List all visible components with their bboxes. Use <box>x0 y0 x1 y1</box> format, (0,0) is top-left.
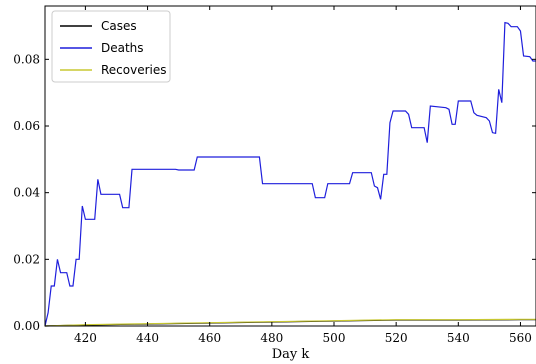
x-tick-label: 520 <box>385 331 408 345</box>
series-line-deaths <box>44 21 536 327</box>
series-line-cases <box>44 319 536 327</box>
series-line-recoveries <box>44 318 536 327</box>
series-layer <box>44 21 536 327</box>
y-tick-label: 0.04 <box>13 186 40 200</box>
x-tick-label: 440 <box>136 331 159 345</box>
y-tick-label: 0.08 <box>13 52 40 66</box>
ticks-layer: 420 440 460 480 500 520 540 560 0.00 0.02 0.04 0.06… <box>13 6 536 345</box>
legend-label-cases: Cases <box>101 19 137 33</box>
y-tick-label: 0.02 <box>13 252 40 266</box>
x-tick-label: 420 <box>74 331 97 345</box>
legend-label-deaths: Deaths <box>101 41 144 55</box>
x-tick-label: 540 <box>447 331 470 345</box>
legend-label-recoveries: Recoveries <box>101 63 167 77</box>
y-tick-label: 0.00 <box>13 319 40 333</box>
plot-frame <box>44 5 536 327</box>
legend: Cases Deaths Recoveries <box>51 10 171 83</box>
x-tick-label: 560 <box>509 331 532 345</box>
x-axis-title: Day k <box>272 347 310 362</box>
x-tick-label: 460 <box>198 331 221 345</box>
y-tick-label: 0.06 <box>13 119 40 133</box>
x-tick-label: 500 <box>323 331 346 345</box>
x-tick-label: 480 <box>260 331 283 345</box>
legend-box <box>51 10 171 83</box>
